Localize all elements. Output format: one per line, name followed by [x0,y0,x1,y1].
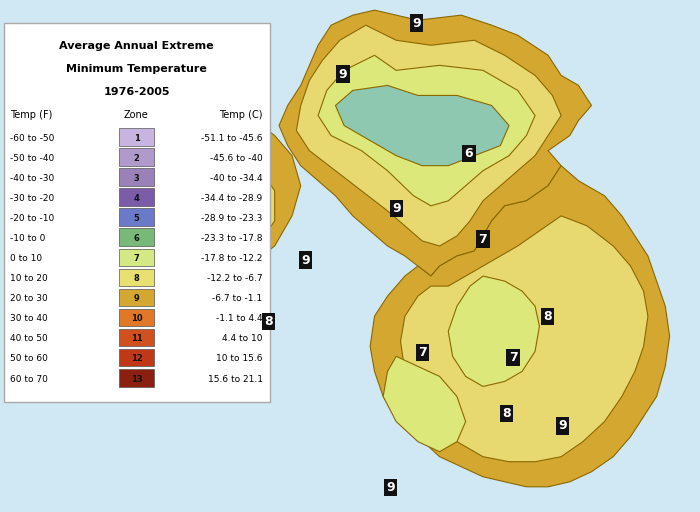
Text: -28.9 to -23.3: -28.9 to -23.3 [201,214,262,223]
Polygon shape [335,86,509,166]
FancyBboxPatch shape [119,269,154,286]
Text: -20 to -10: -20 to -10 [10,214,55,223]
Polygon shape [448,276,540,387]
FancyBboxPatch shape [119,208,154,226]
Text: 7: 7 [509,351,517,364]
Polygon shape [370,166,670,487]
FancyBboxPatch shape [119,289,154,306]
Text: 11: 11 [131,334,142,344]
FancyBboxPatch shape [119,369,154,387]
Text: 4: 4 [134,194,139,203]
Text: 10: 10 [131,314,142,323]
Text: -6.7 to -1.1: -6.7 to -1.1 [212,294,262,303]
Text: 9: 9 [339,68,347,81]
Text: Average Annual Extreme: Average Annual Extreme [60,41,213,51]
FancyBboxPatch shape [119,329,154,347]
Text: -34.4 to -28.9: -34.4 to -28.9 [202,194,262,203]
Text: 1976-2005: 1976-2005 [104,87,169,97]
Text: -12.2 to -6.7: -12.2 to -6.7 [207,274,262,283]
Text: 15.6 to 21.1: 15.6 to 21.1 [207,375,262,383]
Text: 3: 3 [134,174,139,183]
FancyBboxPatch shape [119,168,154,186]
Text: 8: 8 [264,315,272,328]
Polygon shape [279,10,592,276]
Text: 40 to 50: 40 to 50 [10,334,48,344]
Text: 6: 6 [465,147,473,160]
Text: -45.6 to -40: -45.6 to -40 [210,154,262,163]
Text: -10 to 0: -10 to 0 [10,234,46,243]
Text: 20 to 30: 20 to 30 [10,294,48,303]
Text: 8: 8 [503,407,511,420]
Polygon shape [296,25,561,246]
Text: 7: 7 [479,232,487,246]
Text: 9: 9 [393,202,401,215]
FancyBboxPatch shape [119,248,154,266]
Text: Minimum Temperature: Minimum Temperature [66,64,207,74]
Text: 1: 1 [134,134,139,142]
Text: -30 to -20: -30 to -20 [10,194,55,203]
Text: 8: 8 [134,274,139,283]
Text: Zone: Zone [124,110,149,120]
Polygon shape [153,166,240,246]
Text: 10 to 20: 10 to 20 [10,274,48,283]
Text: 60 to 70: 60 to 70 [10,375,48,383]
Text: 0 to 10: 0 to 10 [10,254,43,263]
Text: Temp (C): Temp (C) [219,110,262,120]
Text: -1.1 to 4.4: -1.1 to 4.4 [216,314,262,323]
Text: 30 to 40: 30 to 40 [10,314,48,323]
Text: 9: 9 [412,16,421,30]
Text: -51.1 to -45.6: -51.1 to -45.6 [201,134,262,142]
FancyBboxPatch shape [119,349,154,367]
Polygon shape [127,136,274,276]
Text: 8: 8 [543,310,552,323]
Text: -40 to -34.4: -40 to -34.4 [210,174,262,183]
FancyBboxPatch shape [119,309,154,326]
Text: 50 to 60: 50 to 60 [10,354,48,364]
FancyBboxPatch shape [119,228,154,246]
Polygon shape [383,356,466,452]
Text: -60 to -50: -60 to -50 [10,134,55,142]
Text: 5: 5 [134,214,139,223]
Text: 9: 9 [386,481,395,494]
FancyBboxPatch shape [119,128,154,145]
Text: -17.8 to -12.2: -17.8 to -12.2 [201,254,262,263]
Text: 9: 9 [559,419,567,433]
Text: 4.4 to 10: 4.4 to 10 [222,334,262,344]
Text: 9: 9 [302,253,310,267]
FancyBboxPatch shape [4,23,270,402]
FancyBboxPatch shape [119,148,154,165]
Text: Temp (F): Temp (F) [10,110,53,120]
FancyBboxPatch shape [119,188,154,206]
Text: -23.3 to -17.8: -23.3 to -17.8 [201,234,262,243]
Text: 10 to 15.6: 10 to 15.6 [216,354,262,364]
Text: 9: 9 [134,294,139,303]
Polygon shape [400,216,648,462]
Text: 7: 7 [134,254,139,263]
Text: -40 to -30: -40 to -30 [10,174,55,183]
Polygon shape [318,55,535,206]
Text: 6: 6 [134,234,139,243]
Text: 7: 7 [419,346,427,359]
Text: 2: 2 [134,154,139,163]
Text: 12: 12 [131,354,142,364]
Text: -50 to -40: -50 to -40 [10,154,55,163]
Polygon shape [101,105,301,306]
Text: 13: 13 [131,375,142,383]
